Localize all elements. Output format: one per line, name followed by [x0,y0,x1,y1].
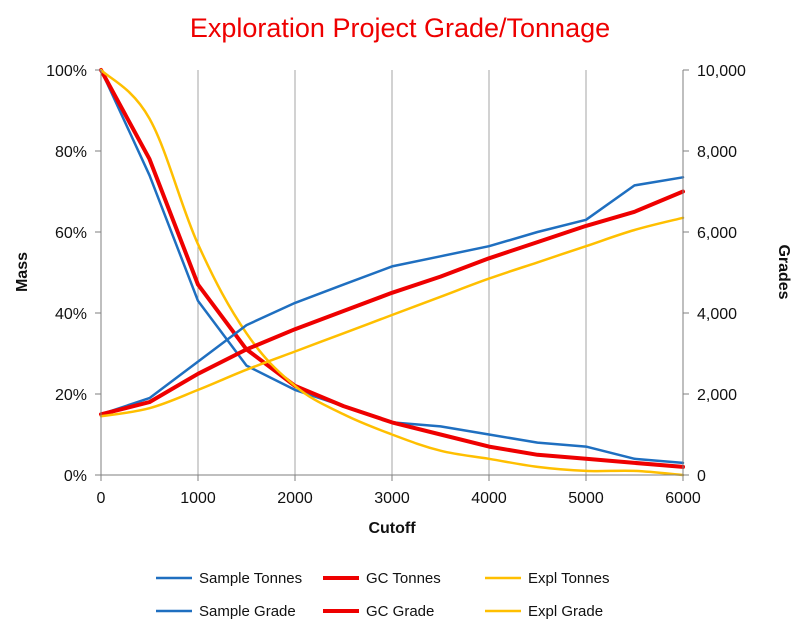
series-line-sample-grade [99,176,685,416]
x-tick-label: 6000 [665,490,701,507]
legend-label-sample-tonnes: Sample Tonnes [199,570,302,587]
series-line-gc-tonnes [99,68,685,469]
chart-title: Exploration Project Grade/Tonnage [190,13,610,43]
y-left-tick-label: 60% [55,225,87,242]
series-line-expl-grade [99,216,685,418]
y-axis-right-label: Grades [775,244,792,299]
axes [95,69,689,481]
legend-label-gc-grade: GC Grade [366,603,434,620]
series-lines [99,68,685,477]
y-right-tick-label: 6,000 [697,225,737,242]
y-right-tick-label: 0 [697,468,706,485]
y-left-tick-label: 40% [55,306,87,323]
legend-label-expl-grade: Expl Grade [528,603,603,620]
y-right-tick-label: 4,000 [697,306,737,323]
y-axis-left-label: Mass [14,252,31,292]
legend-label-gc-tonnes: GC Tonnes [366,570,441,587]
series-line-gc-grade [99,189,685,417]
x-tick-label: 5000 [568,490,604,507]
x-axis-label: Cutoff [368,520,416,537]
x-tick-label: 1000 [180,490,216,507]
y-left-tick-label: 100% [46,63,87,80]
x-tick-label: 3000 [374,490,410,507]
y-right-tick-label: 8,000 [697,144,737,161]
x-tick-label: 2000 [277,490,313,507]
legend-label-expl-tonnes: Expl Tonnes [528,570,609,587]
y-left-tick-label: 80% [55,144,87,161]
x-tick-label: 4000 [471,490,507,507]
series-line-expl-tonnes [99,68,685,477]
y-right-tick-label: 2,000 [697,387,737,404]
y-right-tick-label: 10,000 [697,63,746,80]
y-left-tick-label: 0% [64,468,87,485]
y-left-tick-label: 20% [55,387,87,404]
legend: Sample Tonnes GC Tonnes Expl Tonnes Sample … [156,570,609,620]
x-tick-label: 0 [97,490,106,507]
tick-labels: 0 1000 2000 3000 4000 5000 6000 0% 20% 40% 60% 80% 1… [46,63,746,507]
legend-label-sample-grade: Sample Grade [199,603,296,620]
